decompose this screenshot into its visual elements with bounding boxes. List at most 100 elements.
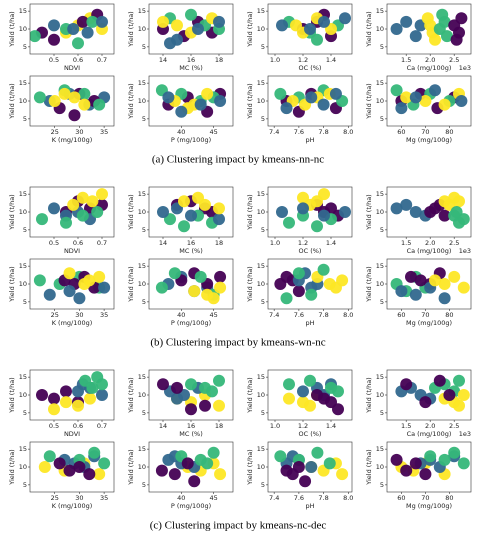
cluster-point <box>43 288 56 301</box>
y-tick-label: 15 <box>257 262 265 270</box>
cluster-point <box>58 87 71 100</box>
cluster-point <box>390 202 403 215</box>
x-axis-label: NDVI <box>64 430 80 438</box>
cluster-point <box>76 15 89 28</box>
x-axis-label: Ca (mg/100g) <box>407 430 452 438</box>
y-tick-label: 5 <box>142 481 146 489</box>
plot-area <box>390 191 470 229</box>
y-axis-label: Yield (t/ha) <box>8 83 16 119</box>
cluster-point <box>332 385 344 398</box>
cluster-point <box>395 285 408 298</box>
cluster-point <box>274 87 287 100</box>
cluster-point <box>443 389 456 401</box>
x-tick-label: 1.0 <box>270 239 280 247</box>
y-axis-label: Yield (t/ha) <box>8 377 16 413</box>
plot-area <box>157 8 225 50</box>
x-tick-label: 70 <box>421 494 429 502</box>
cluster-point <box>30 30 41 43</box>
cluster-point <box>438 453 451 466</box>
y-tick-label: 10 <box>257 463 265 471</box>
cluster-point <box>292 285 305 298</box>
cluster-point <box>414 274 427 287</box>
cluster-point <box>400 15 413 28</box>
cluster-point <box>93 468 106 481</box>
y-tick-label: 5 <box>23 43 27 51</box>
y-tick-label: 15 <box>257 79 265 87</box>
cluster-point <box>332 403 344 416</box>
y-axis-label: Yield (t/ha) <box>8 194 16 230</box>
caption: (b) Clustering impact by kmeans-wn-nc <box>150 337 325 349</box>
cluster-point <box>436 8 449 21</box>
x-tick-label: 18 <box>215 422 223 430</box>
y-tick-label: 5 <box>380 409 384 417</box>
y-tick-label: 10 <box>138 208 146 216</box>
cluster-point <box>438 98 451 111</box>
y-tick-label: 10 <box>138 391 146 399</box>
x-tick-label: 35 <box>100 311 108 319</box>
cluster-point <box>188 285 201 298</box>
cluster-point <box>214 281 227 294</box>
x-tick-label: 30 <box>75 311 83 319</box>
x-tick-label: 70 <box>421 128 429 136</box>
y-tick-label: 10 <box>19 208 27 216</box>
cluster-point <box>199 198 211 211</box>
plot-area <box>276 8 351 46</box>
cluster-point <box>409 457 422 470</box>
x-tick-label: 16 <box>187 239 195 247</box>
y-tick-label: 5 <box>380 298 384 306</box>
x-tick-label: 40 <box>177 494 185 502</box>
cluster-point <box>171 392 183 405</box>
cluster-point <box>283 216 295 229</box>
y-tick-label: 5 <box>142 226 146 234</box>
plot-area <box>157 191 225 233</box>
cluster-point <box>448 446 461 459</box>
x-tick-label: 45 <box>209 128 217 136</box>
plot-area <box>274 84 349 118</box>
y-tick-label: 5 <box>261 298 265 306</box>
x-axis-label: OC (%) <box>299 430 322 438</box>
cluster-point <box>201 457 214 470</box>
cluster-point <box>78 98 91 111</box>
cluster-point <box>83 274 96 287</box>
y-tick-label: 5 <box>23 115 27 123</box>
cluster-point <box>48 403 60 416</box>
x-tick-label: 16 <box>187 56 195 64</box>
plot-area <box>395 374 470 412</box>
x-tick-label: 35 <box>100 128 108 136</box>
cluster-point <box>329 87 342 100</box>
y-tick-label: 5 <box>380 115 384 123</box>
x-tick-label: 0.6 <box>73 239 83 247</box>
cluster-point <box>48 95 61 107</box>
cluster-point <box>213 213 225 226</box>
cluster-point <box>36 213 48 226</box>
cluster-point <box>390 453 403 466</box>
x-axis-label: MC (%) <box>179 430 202 438</box>
x-tick-label: 7.6 <box>294 128 304 136</box>
x-tick-label: 8.0 <box>343 494 353 502</box>
cluster-point <box>83 468 96 481</box>
cluster-point <box>78 87 91 100</box>
y-tick-label: 15 <box>19 445 27 453</box>
cluster-point <box>98 457 111 470</box>
x-tick-label: 2.0 <box>425 56 435 64</box>
y-tick-label: 15 <box>376 79 384 87</box>
cluster-point <box>280 102 293 115</box>
x-tick-label: 1.2 <box>298 56 308 64</box>
cluster-point <box>400 91 413 104</box>
plot-area <box>390 8 468 46</box>
y-tick-label: 5 <box>261 43 265 51</box>
x-tick-label: 7.4 <box>269 128 279 136</box>
cluster-point <box>390 84 403 97</box>
cluster-point <box>409 206 422 218</box>
cluster-point <box>84 392 96 405</box>
y-axis-label: Yield (t/ha) <box>127 194 135 230</box>
cluster-point <box>168 267 181 280</box>
cluster-point <box>424 450 437 463</box>
x-tick-label: 1.5 <box>401 422 411 430</box>
cluster-point <box>178 195 190 208</box>
cluster-point <box>429 274 441 287</box>
x-tick-label: 25 <box>51 128 59 136</box>
cluster-point <box>453 399 465 412</box>
y-tick-label: 5 <box>261 481 265 489</box>
y-tick-label: 5 <box>380 481 384 489</box>
